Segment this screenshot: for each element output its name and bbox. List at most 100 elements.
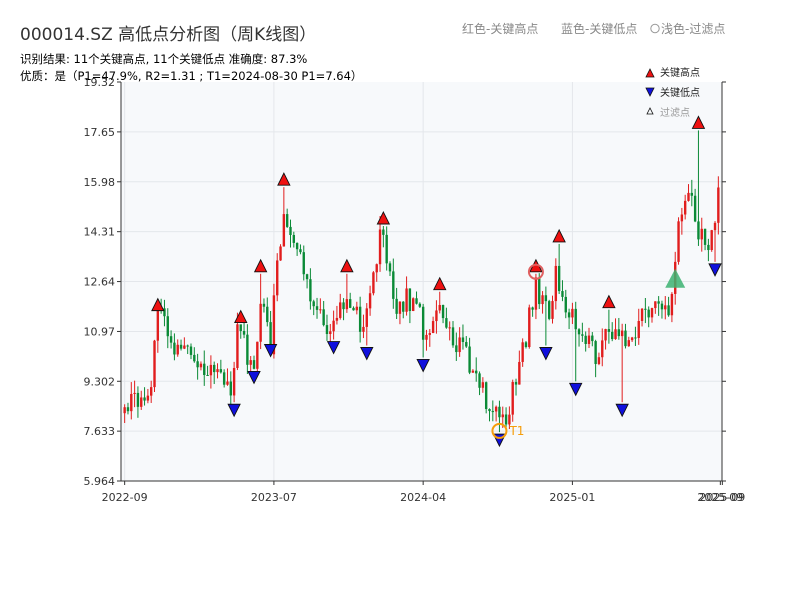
candle-body	[199, 363, 203, 368]
candle-body	[481, 382, 485, 388]
candle-body	[614, 329, 617, 340]
candle-body	[149, 387, 153, 396]
candle-body	[644, 308, 647, 310]
legend-high-label: 关键高点	[660, 66, 700, 79]
candle-body	[289, 226, 292, 236]
candle-body	[591, 335, 594, 342]
candle-body	[713, 222, 717, 231]
candle-body	[445, 318, 448, 328]
candle-body	[365, 308, 368, 327]
candle-body	[236, 324, 239, 368]
candle-body	[123, 407, 126, 414]
candle-body	[491, 411, 495, 413]
candle-body	[242, 330, 246, 335]
candle-body	[438, 304, 441, 311]
candle-body	[398, 301, 402, 314]
candle-body	[305, 274, 309, 280]
candle-body	[408, 288, 412, 312]
candle-body	[455, 345, 458, 353]
candle-body	[133, 392, 136, 394]
candle-body	[285, 214, 289, 227]
legend-low-icon	[645, 87, 655, 97]
candle-body	[717, 187, 720, 223]
candle-body	[677, 221, 680, 262]
candle-body	[203, 363, 206, 375]
candle-body	[461, 337, 465, 343]
x-tick-label: 2023-07	[251, 491, 297, 504]
candle-body	[292, 235, 296, 243]
legend-filtered-label: 过滤点	[660, 106, 690, 119]
candle-body	[700, 228, 703, 240]
candlestick-series	[123, 130, 720, 433]
candle-body	[594, 341, 597, 365]
candle-body	[637, 320, 640, 339]
axis-ticks: 5.964 7.633 9.302 10.97 12.64 14.31 15.98 17.65…	[84, 76, 746, 504]
candle-body	[196, 361, 199, 368]
candle-body	[246, 334, 249, 365]
candle-body	[219, 369, 223, 373]
candle-body	[511, 382, 514, 415]
key-low-marker	[227, 403, 241, 418]
candle-body	[471, 370, 475, 373]
legend-low-label: 关键低点	[660, 86, 700, 99]
candle-body	[262, 303, 266, 307]
key-high-marker	[433, 276, 447, 291]
candle-body	[514, 382, 518, 385]
x-tick-label: 2025-01	[549, 491, 595, 504]
key-high-marker	[151, 297, 165, 312]
candle-body	[315, 306, 319, 310]
filtered-point-marker	[665, 268, 686, 288]
candle-body	[554, 265, 558, 302]
candle-body	[683, 200, 687, 215]
candle-body	[478, 373, 481, 388]
candle-body	[332, 320, 335, 332]
candle-body	[252, 360, 256, 369]
candle-body	[494, 406, 498, 412]
candle-body	[428, 333, 431, 335]
key-low-marker	[568, 382, 583, 397]
candle-body	[587, 335, 591, 344]
top-legend-filtered-icon	[650, 23, 660, 34]
candle-body	[690, 192, 694, 196]
annotation-label: T1	[508, 424, 524, 438]
candle-body	[484, 382, 488, 410]
candle-body	[249, 360, 252, 365]
candle-body	[703, 228, 707, 245]
candle-body	[664, 305, 667, 310]
chart-title: 000014.SZ 高低点分析图（周K线图）	[20, 25, 316, 45]
candle-body	[458, 337, 461, 353]
candle-body	[130, 393, 133, 412]
candle-body	[395, 298, 398, 314]
candle-body	[312, 301, 315, 307]
candle-body	[322, 309, 325, 326]
key-high-marker	[376, 210, 391, 225]
candle-body	[524, 342, 528, 348]
candle-body	[209, 364, 213, 376]
candle-body	[627, 340, 630, 347]
candle-body	[544, 295, 548, 302]
candle-body	[213, 364, 216, 373]
candle-body	[222, 372, 226, 385]
candle-body	[339, 302, 342, 318]
candle-body	[624, 330, 627, 347]
candle-body	[584, 335, 587, 344]
candle-body	[435, 310, 438, 322]
candle-body	[216, 369, 219, 373]
candle-body	[173, 342, 176, 355]
candle-body	[355, 306, 359, 311]
candle-body	[299, 249, 302, 253]
candle-body	[388, 263, 392, 272]
candle-body	[630, 337, 634, 341]
candle-body	[272, 295, 276, 355]
candle-body	[660, 303, 664, 310]
candle-body	[126, 407, 130, 412]
chart-legend: 关键高点 关键低点 过滤点	[645, 66, 700, 119]
candle-body	[574, 308, 577, 330]
candle-body	[345, 299, 349, 310]
x-tick-label: 2024-04	[400, 491, 446, 504]
candle-body	[143, 397, 146, 401]
legend-filtered-icon	[646, 107, 654, 115]
candle-body	[710, 230, 713, 251]
candle-body	[335, 317, 339, 321]
